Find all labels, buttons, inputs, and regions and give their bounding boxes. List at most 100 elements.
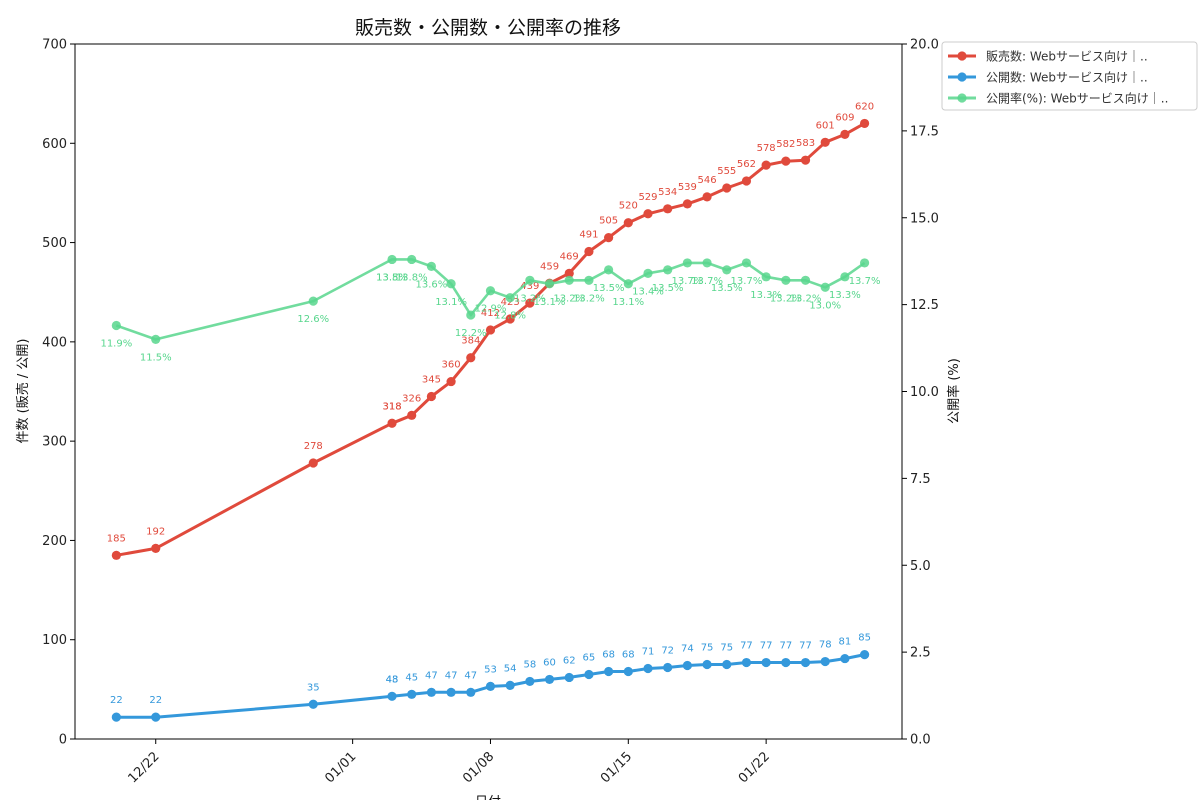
data-label: 81 (839, 637, 852, 648)
data-point (151, 334, 161, 344)
data-point (407, 410, 417, 420)
legend-entry-2: 公開数: Webサービス向け｜.. (948, 70, 1148, 85)
data-point (564, 275, 574, 285)
data-label: 13.2% (514, 293, 546, 304)
data-point (426, 687, 436, 697)
data-label: 620 (855, 101, 874, 112)
data-label: 534 (658, 187, 677, 198)
data-point (800, 155, 811, 165)
y-axis-left-title: 件数 (販売 / 公開) (15, 339, 31, 444)
x-tick-label: 01/08 (460, 749, 497, 786)
data-label: 439 (520, 281, 539, 292)
data-point (761, 272, 771, 282)
data-point (544, 279, 555, 289)
data-point (800, 657, 811, 668)
data-label: 13.3% (829, 290, 861, 301)
y-left-tick-label: 400 (42, 335, 67, 350)
data-point (505, 680, 515, 690)
data-point (722, 265, 732, 275)
data-point (741, 176, 752, 186)
data-label: 609 (835, 112, 854, 123)
data-label: 12.2% (455, 328, 487, 339)
data-point (485, 681, 496, 691)
data-label: 326 (402, 393, 421, 404)
data-label: 53 (484, 664, 497, 675)
y-left-tick-label: 0 (59, 733, 67, 748)
data-label: 13.2% (573, 293, 605, 304)
data-point (446, 687, 456, 697)
series-line (116, 122, 866, 557)
data-point (308, 296, 318, 306)
data-point (781, 657, 791, 668)
data-point (387, 254, 397, 265)
data-label: 601 (816, 120, 835, 131)
y-right-tick-label: 12.5 (910, 298, 939, 313)
y-left-tick-label: 700 (42, 38, 67, 53)
data-point (722, 659, 732, 670)
data-label: 22 (110, 695, 123, 706)
data-point (485, 286, 496, 296)
data-label: 65 (583, 652, 596, 663)
data-point (466, 310, 476, 320)
data-label: 45 (405, 672, 418, 683)
data-point (525, 275, 535, 285)
data-point (111, 320, 121, 331)
data-label: 13.3% (750, 290, 782, 301)
series-line (115, 258, 866, 341)
data-point (643, 268, 653, 278)
data-point (663, 265, 673, 275)
data-point (643, 663, 653, 674)
data-label: 13.1% (612, 297, 644, 308)
legend-marker (957, 51, 967, 61)
data-point (820, 282, 830, 292)
data-point (466, 353, 476, 363)
data-label: 77 (760, 641, 773, 652)
data-point (800, 275, 811, 285)
y-right-tick-label: 15.0 (910, 211, 939, 226)
data-point (426, 391, 436, 402)
data-point (859, 118, 870, 129)
data-label: 520 (619, 201, 638, 212)
legend-label: 公開率(%): Webサービス向け｜.. (986, 91, 1168, 106)
data-point (761, 657, 771, 668)
data-point (623, 218, 633, 228)
data-label: 47 (425, 670, 438, 681)
data-label: 384 (461, 336, 480, 347)
y-right-tick-label: 17.5 (910, 124, 939, 139)
data-point (584, 275, 594, 285)
data-point (387, 418, 397, 428)
data-point (682, 660, 692, 671)
data-label: 68 (622, 649, 635, 660)
data-point (722, 183, 732, 193)
data-label: 13.7% (671, 276, 703, 287)
y-right-tick-label: 2.5 (910, 646, 931, 661)
data-point (604, 666, 614, 677)
data-label: 78 (819, 640, 832, 651)
data-point (505, 293, 515, 303)
data-point (643, 209, 653, 219)
data-label: 12.6% (297, 314, 329, 325)
data-label: 360 (442, 360, 461, 371)
data-label: 13.5% (593, 283, 625, 294)
data-label: 491 (579, 230, 598, 241)
data-label: 278 (304, 441, 323, 452)
data-point (407, 254, 417, 265)
data-label: 423 (501, 297, 520, 308)
data-label: 75 (720, 643, 733, 654)
data-label: 62 (563, 655, 576, 666)
data-point (426, 261, 436, 271)
legend-entry-1: 販売数: Webサービス向け｜.. (948, 49, 1148, 64)
data-label: 562 (737, 159, 756, 170)
data-point (663, 204, 673, 214)
data-label: 13.7% (691, 276, 723, 287)
data-label: 12.9% (475, 304, 507, 315)
data-label: 185 (107, 533, 126, 544)
y-right-tick-label: 20.0 (910, 38, 939, 53)
data-point (308, 458, 318, 468)
data-label: 13.2% (790, 293, 822, 304)
data-label: 12.8% (494, 311, 526, 322)
data-label: 72 (661, 646, 674, 657)
